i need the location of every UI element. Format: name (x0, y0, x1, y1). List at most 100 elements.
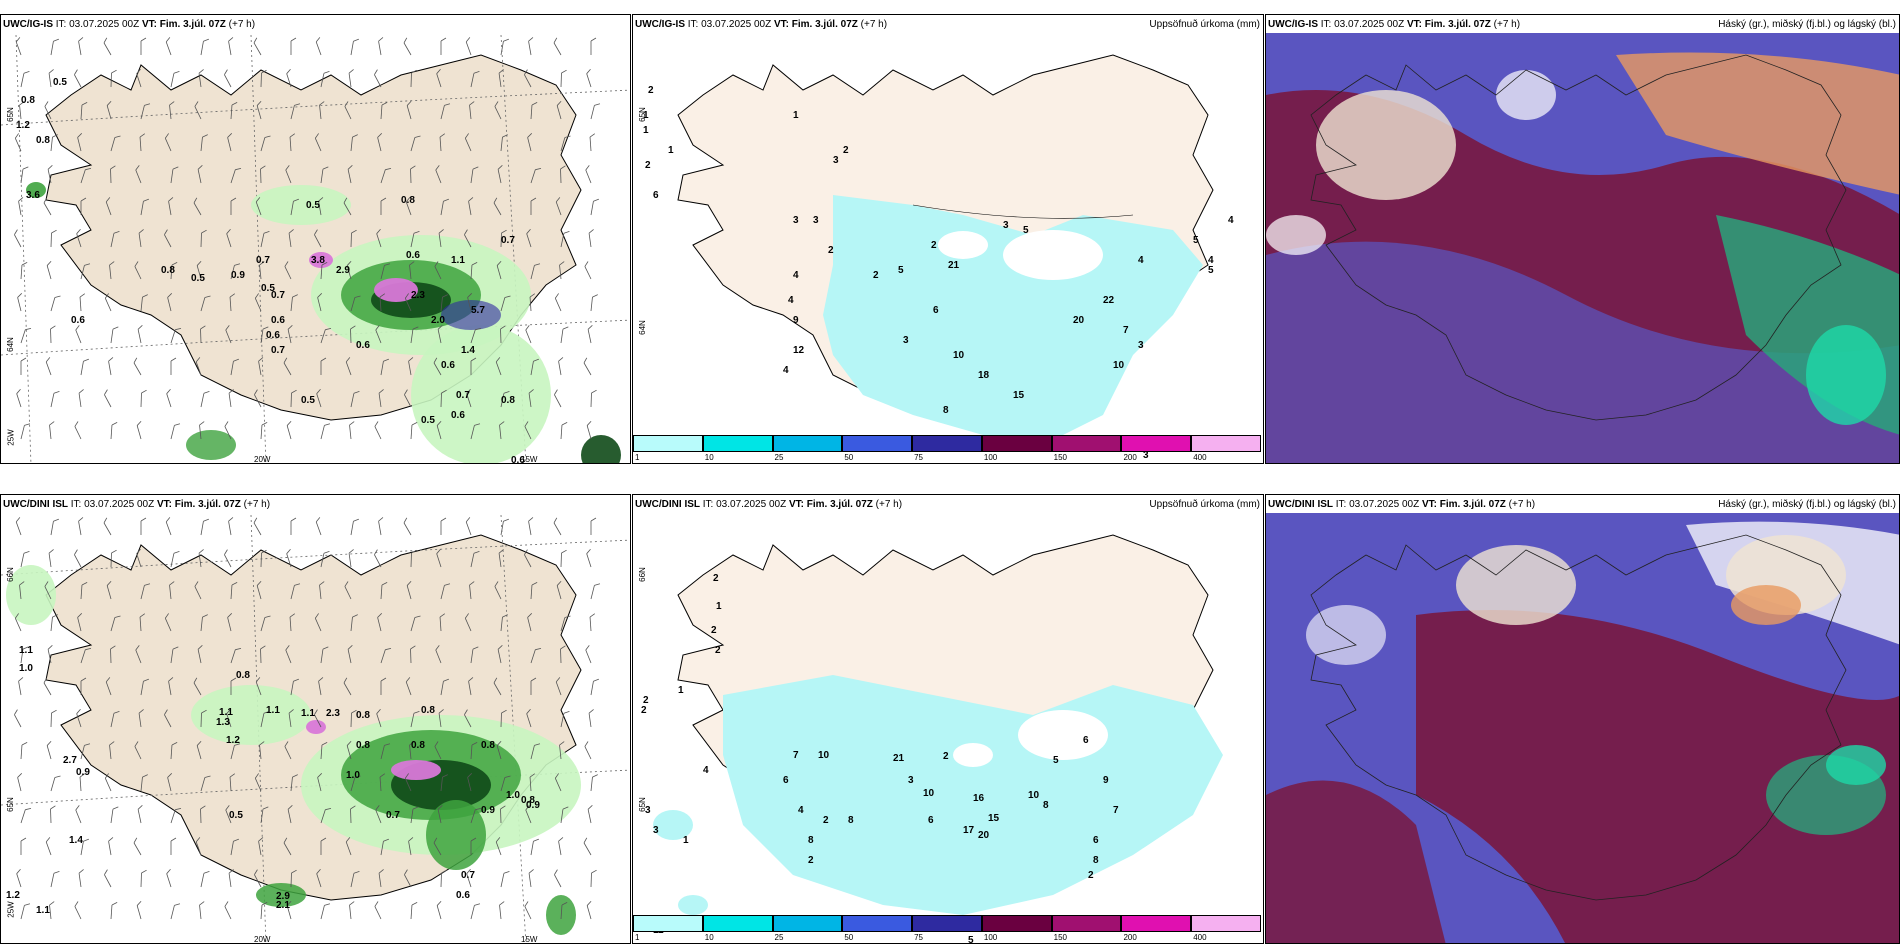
wind-barb (343, 677, 352, 696)
wind-barb (587, 805, 593, 824)
wind-barb (314, 229, 322, 248)
wind-barb (440, 103, 451, 120)
wind-barb (226, 229, 232, 248)
wind-barb (378, 869, 384, 888)
value-label: 6 (653, 190, 659, 201)
wind-barb (80, 647, 92, 664)
wind-barb (585, 165, 592, 184)
value-label: 0.8 (21, 95, 35, 106)
wind-barb (498, 549, 504, 568)
wind-barb (440, 517, 447, 535)
wind-barb (500, 709, 507, 728)
wind-barb (314, 613, 322, 632)
wind-barb (254, 389, 262, 408)
wind-barb (196, 741, 202, 760)
wind-barb (80, 167, 92, 184)
wind-barb (440, 294, 448, 312)
colorbar-swatch (772, 915, 843, 932)
wind-barb (104, 293, 112, 312)
wind-barb (136, 69, 142, 88)
wind-barb (317, 293, 323, 312)
wind-barb (380, 263, 391, 280)
wind-barb (586, 549, 592, 568)
colorbar-tick: 100 (983, 933, 998, 942)
wind-barb (553, 517, 562, 536)
panel-clouds-dini: UWC/DINI ISL IT: 03.07.2025 00Z VT: Fim.… (1265, 494, 1900, 944)
wind-barb (20, 807, 32, 824)
wind-barb (464, 613, 472, 632)
wind-barb (260, 69, 267, 88)
wind-barb (255, 197, 262, 216)
wind-barb (320, 327, 332, 344)
value-label: 0.6 (451, 410, 465, 421)
value-label: 2.1 (276, 900, 290, 911)
value-label: 1.0 (19, 663, 33, 674)
wind-barb (104, 869, 112, 888)
wind-barb (435, 645, 442, 664)
wind-barb (80, 838, 90, 856)
colorbar-swatch (842, 915, 913, 932)
value-label: 2.0 (431, 315, 445, 326)
wind-barb (170, 551, 180, 568)
wind-barb (290, 389, 297, 408)
wind-barb (170, 423, 181, 440)
wind-barb (378, 517, 384, 536)
colorbar-tick: 150 (1053, 453, 1068, 462)
wind-barb (20, 262, 28, 280)
value-label: 0.8 (356, 740, 370, 751)
coord-label: 20W (254, 455, 271, 464)
wind-barb (50, 391, 60, 408)
wind-barb (586, 901, 592, 920)
wind-barb (110, 326, 119, 344)
wind-barb (469, 101, 475, 120)
wind-barb (50, 229, 57, 248)
wind-barb (345, 837, 352, 856)
wind-barb (314, 133, 322, 152)
wind-barb (50, 805, 56, 824)
coord-label: 64N (5, 337, 15, 352)
wind-barb (135, 165, 142, 184)
wind-barb (318, 197, 324, 216)
wind-barb (468, 197, 474, 216)
panel-title: UWC/DINI ISL IT: 03.07.2025 00Z VT: Fim.… (635, 499, 903, 510)
value-label: 0.8 (521, 795, 535, 806)
value-label: 0.8 (501, 395, 515, 406)
wind-barb (410, 615, 421, 632)
wind-barb (408, 837, 414, 856)
wind-barb (470, 357, 477, 375)
value-label: 0.6 (356, 340, 370, 351)
wind-barb (138, 709, 144, 728)
value-label: 4 (703, 765, 709, 776)
wind-barb (470, 837, 477, 855)
value-label: 5 (1023, 225, 1029, 236)
value-label: 9 (793, 315, 799, 326)
wind-barb (380, 102, 388, 120)
wind-barb (260, 711, 270, 728)
wind-barb (106, 581, 112, 600)
value-label: 6 (1093, 835, 1099, 846)
wind-barb (133, 357, 142, 376)
wind-barb (194, 581, 202, 600)
wind-barb (110, 422, 118, 440)
colorbar-swatch (912, 915, 982, 932)
wind-barb (589, 133, 596, 152)
wind-barb (440, 583, 451, 600)
value-label: 0.9 (76, 767, 90, 778)
wind-barb (230, 838, 240, 856)
value-label: 2.7 (63, 755, 77, 766)
wind-barb (284, 261, 292, 280)
wind-barb (170, 807, 182, 824)
wind-barb (45, 357, 52, 376)
value-label: 4 (798, 805, 804, 816)
value-label: 0.7 (271, 345, 285, 356)
wind-barb (255, 677, 262, 696)
value-label: 6 (1083, 735, 1089, 746)
wind-barb (140, 389, 147, 408)
value-label: 20 (978, 830, 990, 841)
wind-barb (500, 229, 507, 248)
wind-barb (500, 805, 506, 824)
wind-barb (350, 871, 360, 888)
wind-barb (320, 903, 331, 920)
value-label: 2 (823, 815, 829, 826)
wind-barb (260, 422, 268, 440)
